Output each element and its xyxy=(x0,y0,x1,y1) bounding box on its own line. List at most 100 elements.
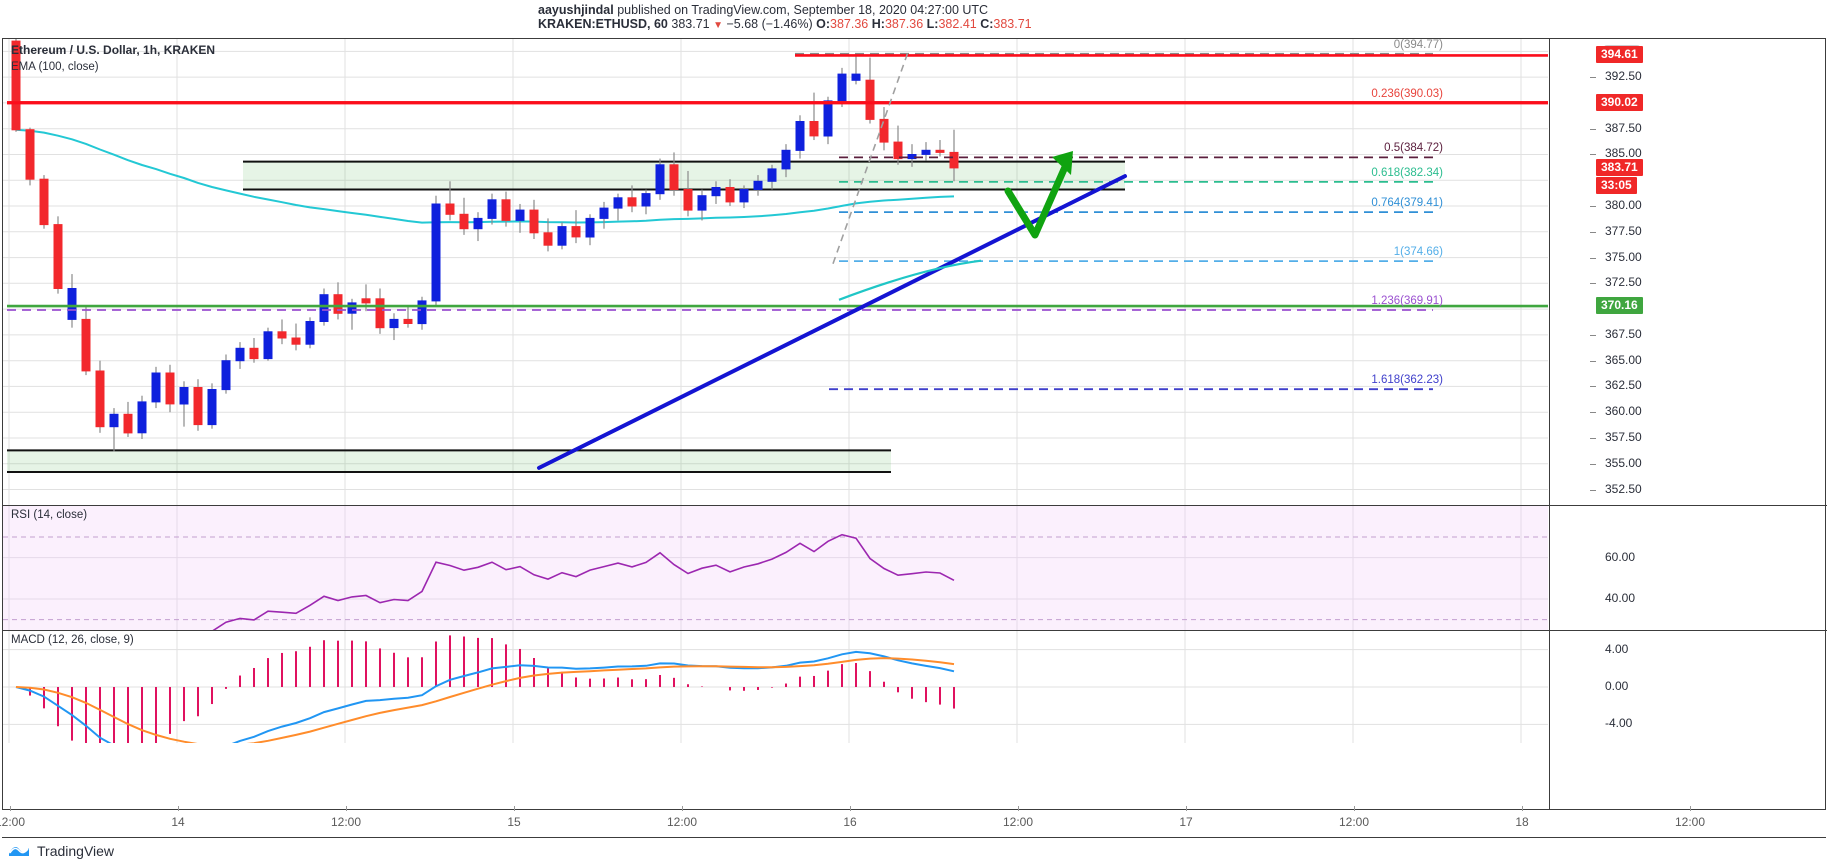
time-label-10: 12:00 xyxy=(1674,815,1706,829)
footer: TradingView xyxy=(8,843,114,859)
fib-label-2: 0.5(384.72) xyxy=(1384,142,1443,155)
time-tick xyxy=(1186,806,1187,811)
chart-frame[interactable]: Ethereum / U.S. Dollar, 1h, KRAKEN EMA (… xyxy=(2,38,1827,810)
time-label-0: 12:00 xyxy=(0,815,26,829)
axis-tick xyxy=(1590,128,1596,130)
price-tick-7: 367.50 xyxy=(1605,326,1642,341)
price-tick-11: 357.50 xyxy=(1605,429,1642,444)
price-change: −5.68 (−1.46%) xyxy=(726,17,813,31)
macd-pane[interactable]: MACD (12, 26, close, 9) xyxy=(3,631,1548,743)
quote-line: KRAKEN:ETHUSD, 60 383.71 ▼ −5.68 (−1.46%… xyxy=(538,17,1032,31)
axis-tick xyxy=(1590,206,1596,208)
axis-tick xyxy=(1590,77,1596,79)
time-label-9: 18 xyxy=(1515,815,1529,829)
price-tick-13: 352.50 xyxy=(1605,481,1642,496)
low-label: L: xyxy=(926,17,939,31)
time-tick xyxy=(10,806,11,811)
pane-divider-1 xyxy=(3,505,1827,506)
macd-tick-2: -4.00 xyxy=(1605,716,1633,731)
price-tick-4: 377.50 xyxy=(1605,223,1642,238)
time-tick xyxy=(346,806,347,811)
rsi-legend: RSI (14, close) xyxy=(11,509,88,521)
symbol-label: KRAKEN:ETHUSD, 60 xyxy=(538,17,668,31)
footer-brand: TradingView xyxy=(37,843,115,859)
macd-tick-0: 4.00 xyxy=(1605,641,1629,656)
axis-tick xyxy=(1590,386,1596,388)
high-label: H: xyxy=(871,17,885,31)
ema-legend: EMA (100, close) xyxy=(11,61,99,73)
price-axis[interactable]: USD 392.50387.50385.00380.00377.50375.00… xyxy=(1549,39,1826,809)
price-tick-2: 385.00 xyxy=(1605,146,1642,161)
macd-legend: MACD (12, 26, close, 9) xyxy=(11,634,134,646)
axis-tick xyxy=(1590,463,1596,465)
time-tick xyxy=(850,806,851,811)
time-label-6: 12:00 xyxy=(1002,815,1034,829)
time-tick xyxy=(682,806,683,811)
price-plot xyxy=(3,39,1548,505)
time-tick xyxy=(514,806,515,811)
axis-tick xyxy=(1590,360,1596,362)
open-label: O: xyxy=(816,17,831,31)
publish-info: published on TradingView.com, September … xyxy=(617,3,989,17)
rsi-pane[interactable]: RSI (14, close) xyxy=(3,506,1548,630)
time-tick xyxy=(1690,806,1691,811)
axis-tick xyxy=(1590,231,1596,233)
price-badge-support: 370.16 xyxy=(1596,297,1643,315)
axis-tick xyxy=(1590,412,1596,414)
rsi-tick-0: 60.00 xyxy=(1605,549,1636,564)
tradingview-logo-icon xyxy=(8,843,30,859)
price-tick-6: 372.50 xyxy=(1605,275,1642,290)
chart-header: aayushjindal published on TradingView.co… xyxy=(0,0,1828,31)
time-axis[interactable]: 12:00 14 12:00 15 12:00 16 12:00 17 12:00 18 12:00 xyxy=(0,806,1826,838)
time-label-8: 12:00 xyxy=(1338,815,1370,829)
countdown-badge: 33:05 xyxy=(1596,177,1637,195)
axis-tick xyxy=(1590,257,1596,259)
time-label-3: 15 xyxy=(507,815,521,829)
fib-label-6: 1.236(369.91) xyxy=(1371,295,1443,308)
time-label-4: 12:00 xyxy=(666,815,698,829)
price-tick-5: 375.00 xyxy=(1605,249,1642,264)
price-tick-8: 365.00 xyxy=(1605,352,1642,367)
price-tick-9: 362.50 xyxy=(1605,378,1642,393)
price-tick-10: 360.00 xyxy=(1605,404,1642,419)
author-name: aayushjindal xyxy=(538,3,614,17)
time-label-2: 12:00 xyxy=(330,815,362,829)
time-label-5: 16 xyxy=(843,815,857,829)
price-pane[interactable]: Ethereum / U.S. Dollar, 1h, KRAKEN EMA (… xyxy=(3,39,1548,505)
price-badge-resistance-1: 394.61 xyxy=(1596,46,1643,64)
fib-label-5: 1(374.66) xyxy=(1393,246,1443,259)
close-value: 383.71 xyxy=(993,17,1032,31)
price-tick-0: 392.50 xyxy=(1605,69,1642,84)
time-label-1: 14 xyxy=(171,815,185,829)
fib-label-3: 0.618(382.34) xyxy=(1371,166,1443,179)
rsi-tick-1: 40.00 xyxy=(1605,591,1636,605)
axis-tick xyxy=(1590,334,1596,336)
fib-label-1: 0.236(390.03) xyxy=(1371,87,1443,100)
high-value: 387.36 xyxy=(884,17,924,31)
time-label-7: 17 xyxy=(1179,815,1193,829)
down-triangle-icon: ▼ xyxy=(713,20,723,31)
time-tick xyxy=(1522,806,1523,811)
rsi-plot xyxy=(3,506,1548,630)
axis-tick xyxy=(1590,154,1596,156)
time-tick xyxy=(1018,806,1019,811)
pane-divider-2 xyxy=(3,630,1827,631)
fib-label-7: 1.618(362.23) xyxy=(1371,374,1443,387)
axis-tick xyxy=(1590,489,1596,491)
axis-tick xyxy=(1590,437,1596,439)
low-value: 382.41 xyxy=(938,17,977,31)
axis-tick xyxy=(1590,283,1596,285)
time-tick xyxy=(178,806,179,811)
fib-label-0: 0(394.77) xyxy=(1393,38,1443,51)
fib-label-4: 0.764(379.41) xyxy=(1371,197,1443,210)
chart-title-legend: Ethereum / U.S. Dollar, 1h, KRAKEN xyxy=(11,43,216,57)
price-tick-3: 380.00 xyxy=(1605,198,1642,213)
price-badge-resistance-2: 390.02 xyxy=(1596,93,1643,111)
time-tick xyxy=(1354,806,1355,811)
open-value: 387.36 xyxy=(830,17,869,31)
last-price: 383.71 xyxy=(671,17,710,31)
macd-tick-1: 0.00 xyxy=(1605,679,1629,693)
macd-plot xyxy=(3,631,1548,743)
close-label: C: xyxy=(980,17,994,31)
